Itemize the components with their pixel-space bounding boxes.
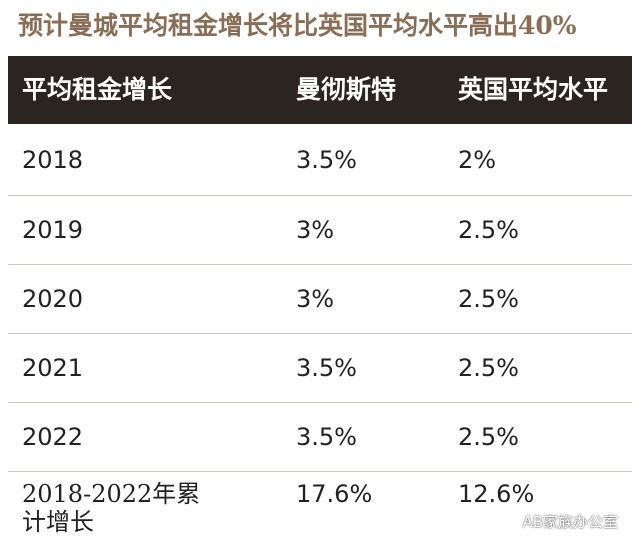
row-label: 2018-2022年累计增长 (22, 480, 201, 536)
table-row: 2020 3% 2.5% (8, 265, 632, 333)
uk-value: 2.5% (458, 285, 519, 313)
row-label: 2022 (22, 423, 84, 451)
uk-value: 2.5% (458, 354, 519, 382)
manchester-value: 3.5% (296, 354, 357, 382)
table-row: 2019 3% 2.5% (8, 196, 632, 264)
manchester-value: 3% (296, 216, 335, 244)
manchester-value: 3% (296, 285, 335, 313)
uk-value: 12.6% (458, 480, 535, 508)
row-divider (8, 333, 632, 334)
row-label: 2018 (22, 146, 84, 174)
uk-value: 2.5% (458, 216, 519, 244)
table-row: 2022 3.5% 2.5% (8, 403, 632, 471)
manchester-value: 3.5% (296, 146, 357, 174)
table-row-total: 2018-2022年累计增长 17.6% 12.6% (8, 478, 632, 546)
watermark-text: AB家族办公室 (522, 513, 618, 531)
header-cell-metric: 平均租金增长 (22, 75, 173, 104)
table-header: 平均租金增长 曼彻斯特 英国平均水平 (8, 56, 632, 124)
header-cell-manchester: 曼彻斯特 (296, 75, 397, 104)
row-divider (8, 471, 632, 472)
row-divider (8, 402, 632, 403)
manchester-value: 17.6% (296, 480, 373, 508)
table-row: 2021 3.5% 2.5% (8, 334, 632, 402)
row-divider (8, 195, 632, 196)
watermark: AB家族办公室 (494, 511, 618, 532)
row-label: 2019 (22, 216, 84, 244)
row-divider (8, 264, 632, 265)
table-row: 2018 3.5% 2% (8, 126, 632, 194)
manchester-value: 3.5% (296, 423, 357, 451)
wechat-icon (494, 513, 516, 529)
row-label: 2021 (22, 354, 84, 382)
chart-title: 预计曼城平均租金增长将比英国平均水平高出40% (18, 11, 577, 40)
uk-value: 2% (458, 146, 497, 174)
uk-value: 2.5% (458, 423, 519, 451)
row-label: 2020 (22, 285, 84, 313)
header-cell-uk-average: 英国平均水平 (458, 75, 609, 104)
